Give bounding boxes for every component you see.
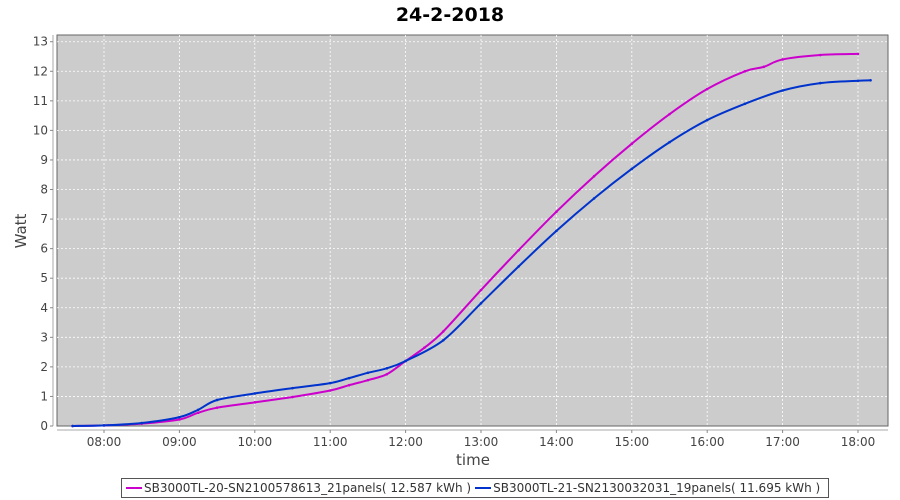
data-point — [253, 401, 257, 404]
data-point — [178, 418, 181, 421]
data-point — [196, 408, 200, 412]
legend-item-1: SB3000TL-20-SN2100578613_21panels( 12.58… — [126, 481, 471, 495]
y-tick-label: 0 — [40, 419, 48, 433]
x-axis-label: time — [456, 451, 490, 469]
data-point — [869, 78, 872, 82]
y-tick-label: 2 — [40, 360, 48, 374]
series-line-2 — [72, 79, 871, 427]
data-point — [517, 265, 520, 268]
y-tick-label: 8 — [40, 183, 48, 197]
data-point — [291, 386, 294, 390]
x-tick-label: 10:00 — [238, 435, 273, 449]
x-tick-label: 15:00 — [615, 435, 650, 449]
y-tick-label: 10 — [33, 123, 48, 137]
y-tick-label: 5 — [40, 271, 48, 285]
data-point — [781, 58, 784, 61]
data-point — [366, 371, 370, 375]
chart-title: 24-2-2018 — [396, 4, 504, 26]
data-point — [592, 174, 596, 178]
data-point — [592, 197, 596, 200]
data-point — [347, 376, 351, 380]
data-point — [630, 167, 634, 171]
data-point — [517, 248, 520, 252]
y-tick-label: 9 — [40, 153, 48, 167]
data-point — [743, 102, 747, 106]
data-point — [291, 395, 294, 399]
data-point — [668, 140, 671, 144]
data-point — [705, 87, 709, 91]
y-tick-label: 6 — [40, 242, 48, 256]
data-point — [366, 378, 370, 382]
x-tick-label: 11:00 — [313, 435, 348, 449]
y-tick-label: 13 — [33, 35, 48, 49]
data-point — [102, 424, 106, 427]
data-point — [215, 406, 219, 409]
legend: SB3000TL-20-SN2100578613_21panels( 12.58… — [121, 478, 830, 498]
legend-label: SB3000TL-20-SN2100578613_21panels( 12.58… — [144, 481, 472, 495]
y-tick-label: 12 — [33, 64, 48, 78]
data-point — [442, 330, 445, 333]
data-point — [479, 302, 483, 305]
data-point — [404, 359, 407, 363]
legend-swatch — [475, 487, 492, 489]
y-axis-label: Watt — [12, 213, 30, 248]
x-tick-label: 16:00 — [690, 435, 725, 449]
data-point — [555, 229, 558, 233]
data-point — [668, 112, 671, 116]
data-point — [856, 79, 860, 83]
y-tick-label: 4 — [40, 301, 48, 315]
x-tick-label: 09:00 — [162, 435, 197, 449]
data-point — [442, 338, 445, 342]
data-point — [71, 424, 74, 428]
data-point — [385, 372, 389, 376]
data-point — [347, 383, 351, 387]
data-point — [819, 53, 822, 57]
legend-label: SB3000TL-21-SN2130032031_19panels( 11.69… — [493, 481, 821, 495]
data-point — [328, 381, 332, 385]
legend-swatch — [126, 487, 142, 489]
data-point — [385, 367, 389, 370]
data-point — [856, 52, 860, 56]
y-tick-label: 7 — [40, 212, 48, 226]
legend-item-2: SB3000TL-21-SN2130032031_19panels( 11.69… — [475, 481, 820, 495]
x-tick-label: 12:00 — [388, 435, 423, 449]
plot-area — [56, 34, 889, 427]
data-point — [743, 69, 747, 73]
y-tick-label: 3 — [40, 330, 48, 344]
data-point — [196, 411, 200, 414]
data-point — [140, 421, 143, 425]
data-point — [705, 118, 709, 122]
x-tick-label: 18:00 — [841, 435, 876, 449]
data-point — [328, 389, 332, 392]
data-point — [762, 65, 766, 69]
data-point — [630, 142, 634, 146]
data-point — [215, 398, 219, 402]
x-tick-label: 17:00 — [765, 435, 800, 449]
data-point — [819, 81, 822, 85]
x-tick-label: 08:00 — [87, 435, 122, 449]
data-point — [479, 288, 483, 292]
x-tick-label: 13:00 — [464, 435, 499, 449]
data-point — [423, 346, 426, 349]
data-point — [781, 89, 784, 92]
x-tick-label: 14:00 — [539, 435, 574, 449]
data-point — [253, 392, 257, 395]
y-tick-label: 1 — [40, 389, 48, 403]
data-point — [178, 415, 181, 419]
y-tick-label: 11 — [33, 94, 48, 108]
data-point — [555, 210, 558, 213]
